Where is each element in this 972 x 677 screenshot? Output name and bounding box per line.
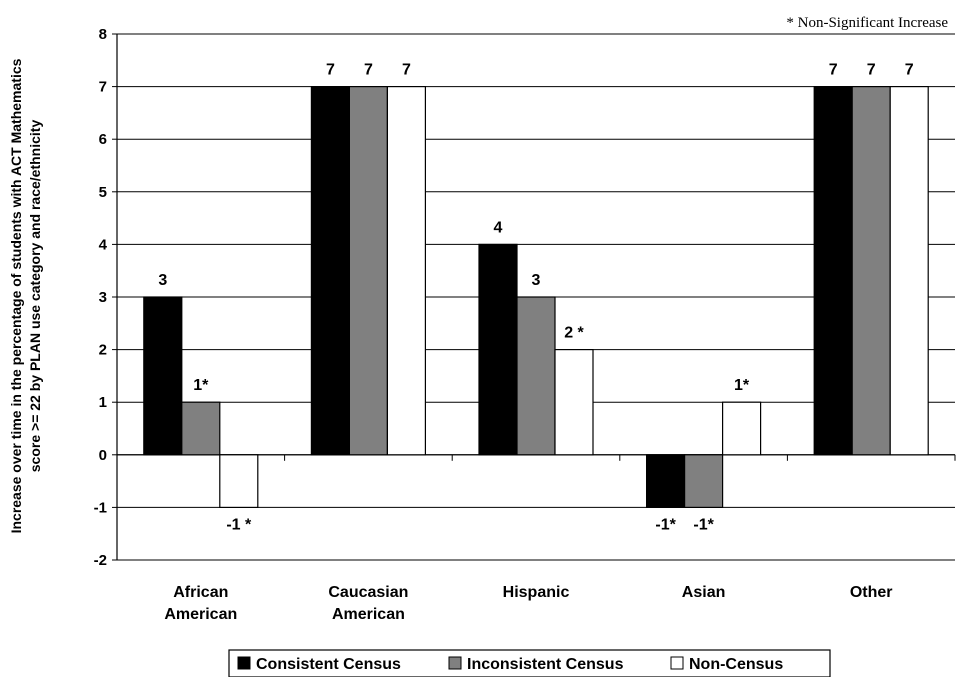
legend: Consistent Census Inconsistent Census Non-… — [228, 649, 831, 677]
data-label: 1* — [193, 377, 209, 394]
category-label: Caucasian — [328, 584, 408, 601]
legend-label: Consistent Census — [256, 656, 401, 673]
bar-non-census — [219, 454, 259, 508]
y-axis-title-line: Increase over time in the percentage of … — [8, 58, 24, 533]
bar-consistent-census — [813, 85, 853, 456]
data-label: 7 — [326, 62, 335, 79]
data-label: 3 — [158, 272, 167, 289]
legend-swatch — [670, 656, 684, 670]
bar-non-census — [386, 85, 426, 456]
bar-consistent-census — [143, 296, 183, 456]
data-labels: 3 1* -1 * 7 7 7 4 3 2 * -1* -1* 1* 7 7 7 — [158, 62, 913, 534]
category-label: American — [332, 606, 405, 623]
y-tick-label: 1 — [99, 394, 107, 411]
category-labels: African American Caucasian American Hispanic… — [164, 584, 892, 623]
bar-inconsistent-census — [851, 85, 891, 456]
data-label: 7 — [829, 62, 838, 79]
category-label: Asian — [682, 584, 726, 601]
data-label: 4 — [494, 219, 503, 236]
category-label: Hispanic — [503, 584, 570, 601]
data-label: 7 — [905, 62, 914, 79]
data-label: -1* — [655, 516, 676, 533]
data-label: 7 — [867, 62, 876, 79]
data-label: 1* — [734, 377, 750, 394]
data-label: 7 — [402, 62, 411, 79]
y-tick-label: 2 — [99, 342, 107, 359]
y-tick-label: 4 — [99, 236, 108, 253]
legend-box — [228, 649, 831, 677]
data-label: 7 — [364, 62, 373, 79]
category-label: African — [173, 584, 228, 601]
significance-note: * Non-Significant Increase — [786, 15, 948, 31]
bar-non-census — [554, 349, 594, 456]
bar-inconsistent-census — [683, 454, 724, 508]
y-tick-label: 6 — [99, 131, 107, 148]
bar-consistent-census — [645, 454, 686, 508]
data-label: 2 * — [564, 325, 584, 342]
data-label: -1* — [693, 516, 714, 533]
y-tick-label: 3 — [99, 289, 107, 306]
bar-non-census — [721, 401, 762, 456]
y-tick-label: 7 — [99, 79, 107, 96]
bar-non-census — [889, 85, 929, 456]
legend-swatch — [448, 656, 462, 670]
y-tick-label: 5 — [99, 184, 107, 201]
bar-consistent-census — [478, 243, 518, 456]
data-label: 3 — [532, 272, 541, 289]
bar-inconsistent-census — [348, 85, 388, 456]
bars — [143, 85, 929, 508]
y-axis-title-line: score >= 22 by PLAN use category and rac… — [27, 120, 43, 473]
legend-label: Inconsistent Census — [467, 656, 624, 673]
y-tick-label: 8 — [99, 26, 107, 43]
y-tick-label: -2 — [94, 552, 107, 569]
data-label: -1 * — [226, 516, 252, 533]
bar-inconsistent-census — [181, 401, 221, 456]
legend-label: Non-Census — [689, 656, 783, 673]
bar-inconsistent-census — [516, 296, 556, 456]
bar-consistent-census — [310, 85, 350, 456]
legend-swatch — [237, 656, 251, 670]
y-tick-label: -1 — [94, 499, 107, 516]
category-label: American — [164, 606, 237, 623]
y-axis-title: Increase over time in the percentage of … — [8, 58, 43, 533]
category-label: Other — [850, 584, 893, 601]
y-tick-label: 0 — [99, 447, 107, 464]
